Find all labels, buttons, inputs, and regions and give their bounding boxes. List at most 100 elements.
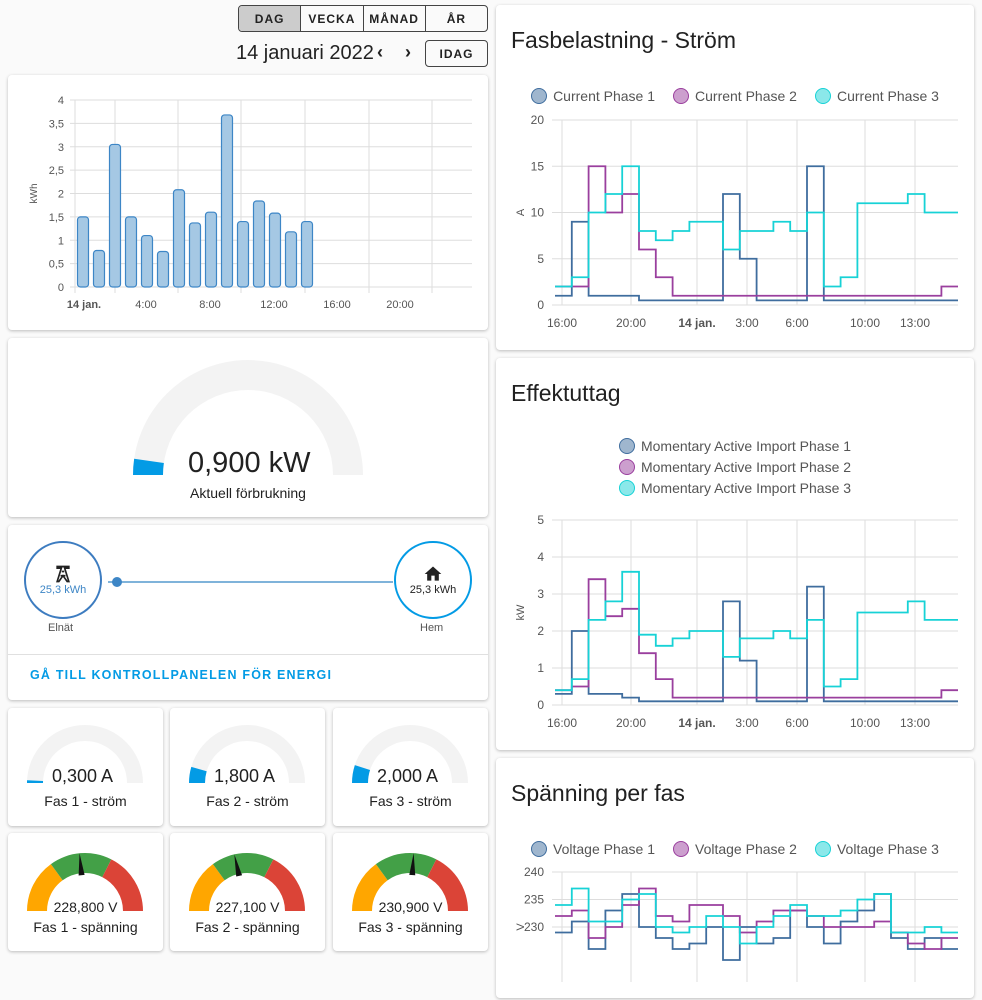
gauge-severity-ok (375, 853, 437, 881)
legend-item[interactable]: Voltage Phase 2 (673, 841, 797, 857)
legend-label: Current Phase 1 (553, 88, 656, 104)
y-axis-label: kWh (29, 184, 40, 204)
y-tick-label: 20 (531, 113, 545, 127)
bar (108, 143, 122, 288)
gauge-value: 2,000 A (377, 766, 439, 786)
legend-label: Momentary Active Import Phase 2 (640, 459, 852, 475)
energy-bar-chart: 0 0,5 1 1,5 2 2,5 3 3,5 4 14 jan. 4:00 8:00 12:00 16:… (29, 95, 472, 311)
chevron-left-icon[interactable]: ‹ (377, 42, 383, 62)
chart-title: Effektuttag (511, 380, 621, 406)
tab-day[interactable]: DAG (239, 6, 302, 31)
x-tick-label: 10:00 (850, 716, 880, 730)
gauge-track (27, 725, 143, 783)
chevron-right-icon[interactable]: › (405, 42, 411, 62)
chart-title: Fasbelastning - Ström (511, 27, 736, 53)
grid-value: 25,3 kWh (39, 584, 87, 596)
y-tick-label: 1,5 (49, 212, 64, 224)
legend-label: Current Phase 2 (695, 88, 797, 104)
power-label: Aktuell förbrukning (190, 485, 306, 501)
voltage-gauge (189, 853, 305, 911)
current-gauge-card[interactable]: 1,800 A Fas 2 - ström (170, 708, 325, 826)
x-tick-label: 6:00 (785, 716, 809, 730)
legend-label: Momentary Active Import Phase 3 (640, 480, 852, 496)
series-line (555, 887, 958, 945)
gauge-severity-high (102, 859, 143, 911)
y-tick-label: 240 (524, 865, 544, 879)
power-line-chart: 0 1 2 3 4 5 16:00 20:00 14 jan. 3:00 6:00 10:00 13:0… (515, 513, 958, 730)
tab-month[interactable]: MÅNAD (364, 6, 426, 31)
legend-swatch (618, 438, 635, 454)
gauge-value: 227,100 V (215, 899, 280, 915)
x-tick-label: 3:00 (735, 316, 759, 330)
y-tick-label: 2 (537, 624, 544, 638)
tab-year[interactable]: ÅR (446, 11, 467, 26)
legend-item[interactable]: Momentary Active Import Phase 2 (618, 459, 852, 475)
power-gauge-card[interactable]: 0,900 kW Aktuell förbrukning (8, 338, 488, 517)
y-tick-label: 1 (537, 661, 544, 675)
gauge-value: 0,300 A (52, 766, 114, 786)
y-tick-label: 0 (537, 698, 544, 712)
energy-dashboard-link[interactable]: GÅ TILL KONTROLLPANELEN FÖR ENERGI (30, 668, 333, 682)
legend-item[interactable]: Momentary Active Import Phase 3 (618, 480, 852, 496)
transmission-tower-icon (56, 565, 70, 583)
bar (252, 200, 266, 288)
gauge-label: Fas 1 - ström (44, 793, 127, 809)
legend-item[interactable]: Current Phase 3 (814, 88, 939, 104)
legend-item[interactable]: Current Phase 2 (673, 88, 797, 104)
gauge-fill (133, 458, 164, 475)
home-node[interactable]: 25,3 kWh (394, 541, 472, 619)
voltage-gauge (27, 853, 143, 911)
y-tick-label: 10 (531, 206, 545, 220)
current-gauge-card[interactable]: 0,300 A Fas 1 - ström (8, 708, 163, 826)
legend-item[interactable]: Voltage Phase 3 (814, 841, 939, 857)
gauge-needle (409, 853, 416, 876)
legend-swatch (673, 88, 690, 104)
voltage-gauge-card[interactable]: 228,800 V Fas 1 - spänning (8, 833, 163, 951)
energy-flow-card: 25,3 kWh Elnät 25,3 kWh Hem (8, 525, 488, 700)
current-gauge-card[interactable]: 2,000 A Fas 3 - ström (333, 708, 488, 826)
flow-dot (112, 577, 122, 587)
y-tick-label: 0 (537, 298, 544, 312)
x-tick-label: 4:00 (135, 299, 156, 311)
y-tick-label: 2 (58, 189, 64, 201)
gauge-label: Fas 2 - ström (206, 793, 289, 809)
x-tick-label: 10:00 (850, 316, 880, 330)
current-gauge (352, 725, 468, 783)
power-chart-card: Effektuttag Momentary Active Import Phas… (496, 358, 974, 750)
bar (188, 222, 202, 288)
gauge-track (189, 725, 305, 783)
gauge-value: 1,800 A (214, 766, 276, 786)
today-button[interactable]: IDAG (425, 40, 488, 67)
power-gauge (133, 360, 363, 475)
voltage-gauge-card[interactable]: 227,100 V Fas 2 - spänning (170, 833, 325, 951)
voltage-chart-card: Spänning per fas Voltage Phase 1 Voltage … (496, 758, 974, 998)
gauge-label: Fas 3 - spänning (358, 919, 463, 935)
period-selector: DAG VECKA MÅNAD ÅR (238, 5, 488, 32)
y-tick-label: 230 (524, 920, 544, 934)
legend-item[interactable]: Momentary Active Import Phase 1 (618, 438, 851, 454)
bar (204, 211, 218, 288)
current-line-chart: 0 5 10 15 20 16:00 20:00 14 jan. 3:00 6:00 10:00 13… (515, 113, 958, 330)
home-value: 25,3 kWh (409, 584, 457, 596)
series-line (555, 893, 958, 961)
series-line (555, 578, 958, 699)
gauge-label: Fas 1 - spänning (33, 919, 138, 935)
x-tick-label: 8:00 (199, 299, 220, 311)
gauge-severity-high (264, 859, 305, 911)
bar (172, 189, 186, 288)
voltage-gauge-card[interactable]: 230,900 V Fas 3 - spänning (333, 833, 488, 951)
y-tick-label: 2,5 (49, 165, 64, 177)
y-tick-label: 4 (537, 550, 544, 564)
tab-week[interactable]: VECKA (301, 6, 364, 31)
gauge-severity-low (27, 864, 63, 911)
y-tick-label: 0 (58, 282, 64, 294)
gauge-label: Fas 3 - ström (369, 793, 452, 809)
x-tick-label: 20:00 (616, 316, 646, 330)
grid-node[interactable]: 25,3 kWh (24, 541, 102, 619)
legend-item[interactable]: Current Phase 1 (531, 88, 655, 104)
chart-title: Spänning per fas (511, 780, 685, 806)
x-tick-label: 6:00 (785, 316, 809, 330)
x-tick-label: 16:00 (323, 299, 351, 311)
series-line (555, 585, 958, 703)
legend-item[interactable]: Voltage Phase 1 (531, 841, 655, 857)
